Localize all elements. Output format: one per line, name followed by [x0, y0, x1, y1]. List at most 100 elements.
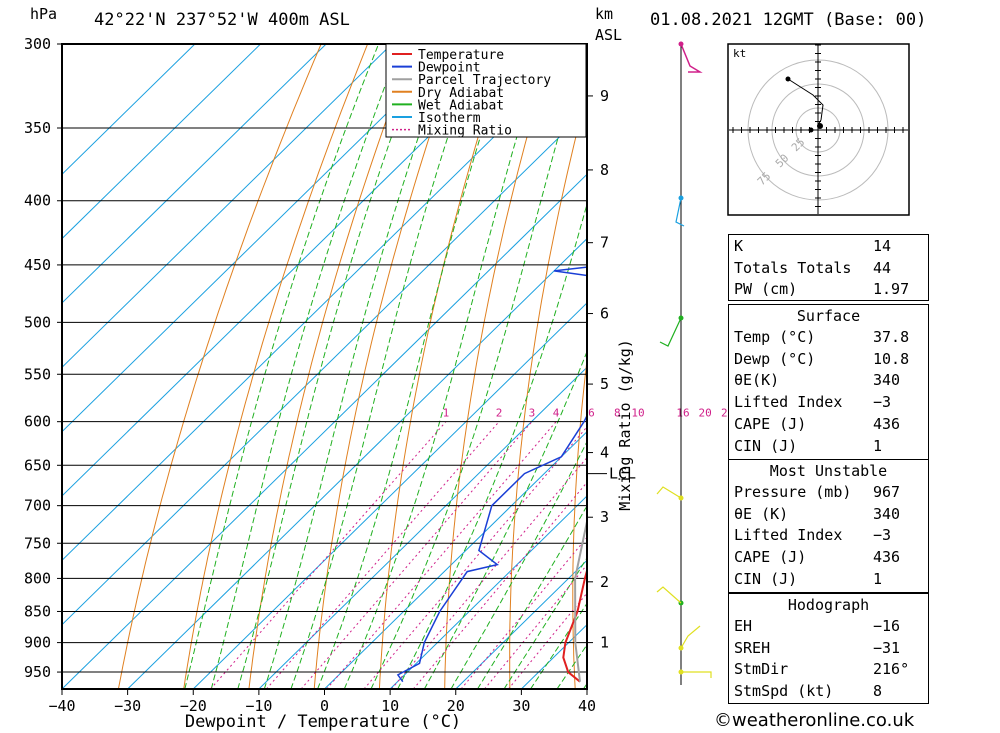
mixing-ratio-label: 20: [698, 407, 711, 420]
surface-heading: Surface: [796, 307, 861, 325]
axis-ticks: 3003504004505005506006507007508008509009…: [24, 35, 734, 715]
hodograph-param-row: SREH −31: [734, 638, 901, 657]
dry-adiabat-line: [248, 44, 415, 689]
wind-barb: [675, 197, 685, 227]
mixing-ratio-label: 2: [496, 407, 503, 420]
mixing-ratio-label: 10: [631, 407, 644, 420]
wind-barb: [656, 486, 682, 499]
credit-text[interactable]: ©weatheronline.co.uk: [714, 710, 915, 731]
dry-adiabat-line: [965, 44, 1000, 689]
asl-label: ASL: [595, 26, 622, 44]
legend-label: Isotherm: [418, 111, 481, 126]
datetime-title: 01.08.2021 12GMT (Base: 00): [650, 10, 926, 30]
wet-adiabat-line: [263, 44, 452, 689]
isotherm-line: [62, 173, 587, 689]
storm-motion-point: [808, 127, 814, 133]
isotherm-line: [62, 44, 261, 240]
isotherm-line: [62, 109, 587, 626]
hpa-label: hPa: [30, 5, 57, 23]
legend-label: Temperature: [418, 48, 504, 63]
km-label: km: [595, 5, 613, 23]
wet-adiabat-line: [210, 44, 402, 689]
pressure-tick-label: 550: [24, 365, 51, 383]
profiles: [396, 266, 587, 683]
most-unstable-row: θE (K) 340: [734, 504, 901, 523]
most-unstable-row: CAPE (J) 436: [734, 548, 901, 567]
dry-adiabat-line: [117, 44, 322, 689]
legend-label: Dewpoint: [418, 61, 481, 76]
pressure-tick-label: 450: [24, 256, 51, 274]
x-tick-label: −10: [245, 697, 272, 715]
km-tick-label: 7: [600, 234, 609, 252]
isotherm-line: [62, 44, 587, 562]
wet-adiabat-line: [343, 44, 546, 689]
km-tick-label: 5: [600, 375, 609, 393]
dewpoint-line: [396, 266, 587, 683]
isotherm-line: [389, 495, 587, 689]
wet-adiabat-line: [397, 202, 587, 689]
isotherm-line: [62, 44, 524, 497]
mixing-ratio-label: 1: [443, 407, 450, 420]
mixing-ratio-label: 16: [676, 407, 689, 420]
mixing-ratio-label: 3: [529, 407, 536, 420]
pressure-tick-label: 400: [24, 192, 51, 210]
pressure-tick-label: 900: [24, 634, 51, 652]
temperature-line: [562, 567, 587, 683]
x-tick-label: −30: [114, 697, 141, 715]
isotherm-line: [62, 44, 458, 433]
isotherm-line: [62, 44, 327, 304]
isotherm-line: [324, 430, 587, 689]
hodograph-trace: [787, 78, 824, 126]
pressure-tick-label: 750: [24, 534, 51, 552]
surface-row: Lifted Index −3: [734, 393, 892, 412]
legend-label: Wet Adiabat: [418, 98, 504, 113]
dry-adiabat-line: [183, 44, 369, 689]
hodograph-param-row: StmSpd (kt) 8: [734, 682, 883, 701]
x-tick-label: −40: [48, 697, 75, 715]
surface-row: Temp (°C) 37.8: [734, 328, 910, 346]
indices-box: K 14 Totals Totals 44 PW (cm) 1.97: [728, 234, 929, 301]
wet-adiabat-line: [423, 350, 587, 689]
wet-adiabat-line: [184, 44, 380, 689]
index-row-pw: PW (cm) 1.97: [734, 280, 910, 298]
isotherm-line: [192, 302, 587, 689]
most-unstable-row: Lifted Index −3: [734, 526, 892, 545]
x-tick-label: −20: [180, 697, 207, 715]
pressure-tick-label: 300: [24, 35, 51, 53]
pressure-tick-label: 800: [24, 569, 51, 587]
pressure-tick-label: 850: [24, 602, 51, 620]
legend-label: Parcel Trajectory: [418, 73, 551, 88]
most-unstable-heading: Most Unstable: [769, 462, 888, 480]
km-tick-label: 2: [600, 573, 609, 591]
km-tick-label: 6: [600, 305, 609, 323]
mixing-ratio-label: 4: [553, 407, 560, 420]
isotherm-line: [62, 44, 196, 175]
wind-barb: [680, 43, 703, 73]
dry-adiabat-line: [378, 44, 508, 689]
dry-adiabat-line: [572, 355, 587, 689]
surface-row: Dewp (°C) 10.8: [734, 349, 910, 368]
dry-adiabat-line: [313, 44, 462, 689]
pressure-tick-label: 950: [24, 663, 51, 681]
x-tick-label: 20: [447, 697, 465, 715]
km-tick-label: 9: [600, 87, 609, 105]
lcl-label: LCL: [609, 465, 636, 483]
wet-adiabat-line: [450, 440, 587, 689]
wet-adiabat-line: [290, 44, 480, 689]
isotherm-line: [258, 366, 587, 689]
km-tick-label: 1: [600, 634, 609, 652]
isotherm-line: [62, 44, 393, 369]
km-tick-label: 3: [600, 508, 609, 526]
pressure-tick-label: 650: [24, 456, 51, 474]
mixing-ratio-label: 6: [588, 407, 595, 420]
hodograph-point: [817, 123, 823, 129]
wind-barb: [656, 586, 682, 604]
hodograph-unit: kt: [733, 47, 746, 60]
most-unstable-box: Most Unstable Pressure (mb) 967 θE (K) 340 L…: [728, 459, 929, 593]
dry-adiabat-line: [509, 90, 587, 689]
mixing-ratio-line: [391, 456, 587, 689]
index-row-k: K 14: [734, 237, 892, 255]
x-axis-title: Dewpoint / Temperature (°C): [185, 712, 461, 732]
km-tick-label: 8: [600, 161, 609, 179]
